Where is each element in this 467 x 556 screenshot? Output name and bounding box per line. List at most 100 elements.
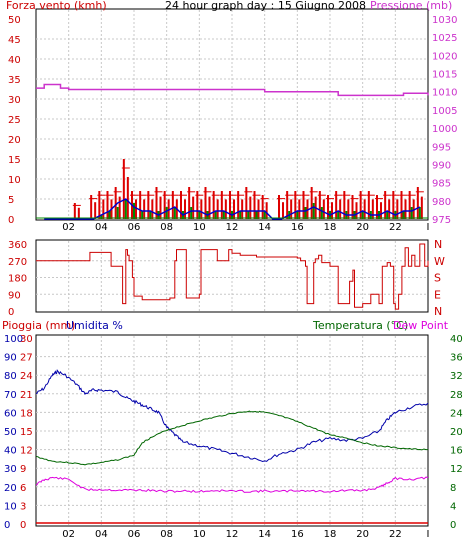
x-tick-label: 04 [95,222,108,233]
gust-bar [380,202,382,219]
gust-bar [196,191,199,219]
avg-bar [190,207,193,219]
gust-bar [204,187,207,219]
x-tick-label: 06 [128,222,141,233]
gust-bar [392,191,395,219]
rain-tick-label: 18 [20,408,33,419]
avg-bar [124,199,127,219]
x-tick-label: 18 [324,222,337,233]
x-tick-end: I [427,222,430,233]
wind-tick-label: 35 [8,75,21,86]
humidity-tick-label: 20 [4,483,17,494]
avg-bar [198,211,201,219]
gust-bar [233,199,235,219]
temperature-tick-label: 20 [450,427,463,438]
gust-bar [159,196,162,219]
gust-bar [245,187,248,219]
panel-direction-frame [35,239,429,313]
avg-bar [304,207,307,219]
gust-bar [257,199,260,219]
avg-bar [361,211,364,219]
temperature-tick-label: 40 [450,334,463,345]
wind-tick-label: 20 [8,135,21,146]
gust-bar [286,191,289,219]
gust-bar [318,191,321,219]
pressure-tick-label: 985 [432,179,451,190]
avg-bar [255,211,258,219]
gust-bar [371,199,374,219]
pressure-tick-label: 1000 [432,124,457,135]
panel-wind-frame [35,8,429,221]
gust-bar [143,199,146,219]
avg-bar [410,207,413,219]
humidity-tick-label: 50 [4,427,17,438]
avg-bar [263,211,266,219]
gust-bar [73,203,76,219]
rain-tick-label: 27 [20,353,33,364]
compass-tick-label: N [434,238,442,251]
temperature-axis-label: Temperatura (°C) [313,319,409,332]
x-tick-label: 08 [160,529,173,540]
wind-tick-label: 5 [8,195,14,206]
avg-bar [141,211,144,219]
gust-bar [396,199,399,219]
rain-tick-label: 6 [20,483,26,494]
gust-bar [367,191,370,219]
gust-bar [229,191,231,219]
gust-bar [400,191,403,219]
gust-bar [90,195,93,219]
pressure-axis-label: Pressione (mb) [370,0,453,12]
humidity-tick-label: 40 [4,446,17,457]
gust-bar [184,199,186,219]
gust-bar [420,196,423,219]
avg-bar [116,207,119,219]
gust-bar [351,195,354,219]
gust-bar [220,191,223,219]
avg-bar [402,211,405,219]
x-tick-label: 20 [356,529,369,540]
rain-tick-label: 21 [20,390,33,401]
gust-bar [339,199,342,219]
pressure-tick-label: 995 [432,142,451,153]
gust-bar [155,187,158,219]
gust-bar [384,191,387,219]
gust-bar [322,199,325,219]
pressure-tick-label: 1015 [432,70,457,81]
x-tick-label: 10 [193,529,206,540]
direction-tick-label: 90 [8,290,21,301]
gust-bar [298,199,301,219]
temperature-tick-label: 4 [450,501,456,512]
temperature-tick-label: 8 [450,483,456,494]
compass-tick-label: S [434,272,441,285]
wind-tick-label: 40 [8,55,21,66]
wind-speed-line [44,198,421,220]
x-tick-label: 16 [291,222,304,233]
x-tick-label: 16 [291,529,304,540]
pressure-tick-label: 1025 [432,33,457,44]
temperature-tick-label: 16 [450,446,463,457]
gust-bar [404,199,407,219]
gust-bar [249,196,252,219]
avg-bar [239,211,242,219]
gust-bar [347,199,350,219]
avg-bar [108,211,111,219]
rain-tick-label: 24 [20,371,33,382]
compass-tick-label: N [434,305,442,318]
gust-bar [310,187,313,219]
x-tick-label: 22 [389,529,402,540]
gust-bar [265,202,268,219]
humidity-tick-label: 60 [4,408,17,419]
humidity-tick-label: 80 [4,371,17,382]
wind-tick-label: 25 [8,115,21,126]
x-tick-label: 14 [258,529,271,540]
temperature-tick-label: 32 [450,371,463,382]
x-tick-label: 12 [226,529,239,540]
wind-axis-label: Forza vento (kmh) [6,0,107,12]
x-tick-label: 12 [226,222,239,233]
gust-bar [290,199,293,219]
gust-bar [261,195,264,219]
direction-tick-label: 180 [8,274,27,285]
avg-bar [222,211,225,219]
pressure-tick-label: 1005 [432,106,457,117]
